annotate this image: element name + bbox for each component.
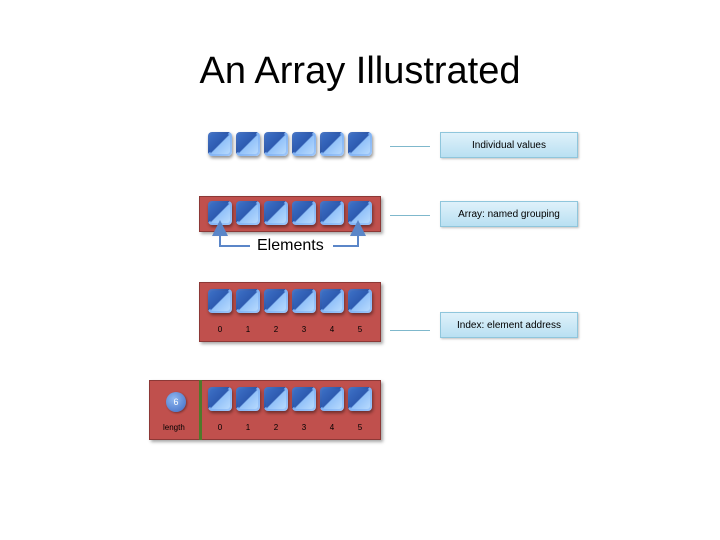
slide-title: An Array Illustrated [199, 50, 521, 92]
element-box [348, 387, 372, 411]
left-arrow [212, 220, 250, 247]
value-box [348, 132, 372, 156]
element-box [292, 289, 316, 313]
element-box [292, 201, 316, 225]
index-label: 2 [273, 325, 279, 334]
element-box [208, 289, 232, 313]
index-label: 1 [245, 423, 251, 432]
individual-values-label: Individual values [440, 132, 578, 158]
connector-line [390, 330, 430, 331]
index-label: 0 [217, 423, 223, 432]
element-box [320, 201, 344, 225]
index-label: 5 [357, 423, 363, 432]
index-label: 4 [329, 423, 335, 432]
index-label: 5 [357, 325, 363, 334]
elements-label: Elements [257, 237, 324, 254]
index-element-address-label: Index: element address [440, 312, 578, 338]
right-arrow [333, 220, 366, 247]
connector-line [390, 215, 430, 216]
index-label: 1 [245, 325, 251, 334]
index-label: 3 [301, 325, 307, 334]
length-divider [199, 380, 202, 440]
element-box [208, 387, 232, 411]
connector-line [390, 146, 430, 147]
element-box [348, 289, 372, 313]
value-box [208, 132, 232, 156]
element-box [236, 289, 260, 313]
array-named-grouping-label: Array: named grouping [440, 201, 578, 227]
length-value-circle: 6 [166, 392, 186, 412]
element-box [320, 387, 344, 411]
value-box [236, 132, 260, 156]
index-label: 0 [217, 325, 223, 334]
element-box [236, 201, 260, 225]
value-box [320, 132, 344, 156]
index-label: 2 [273, 423, 279, 432]
value-box [292, 132, 316, 156]
index-label: 4 [329, 325, 335, 334]
element-box [264, 289, 288, 313]
element-box [320, 289, 344, 313]
value-box [264, 132, 288, 156]
index-label: 3 [301, 423, 307, 432]
length-label: length [163, 423, 185, 432]
element-box [264, 387, 288, 411]
element-box [236, 387, 260, 411]
element-box [264, 201, 288, 225]
element-box [292, 387, 316, 411]
